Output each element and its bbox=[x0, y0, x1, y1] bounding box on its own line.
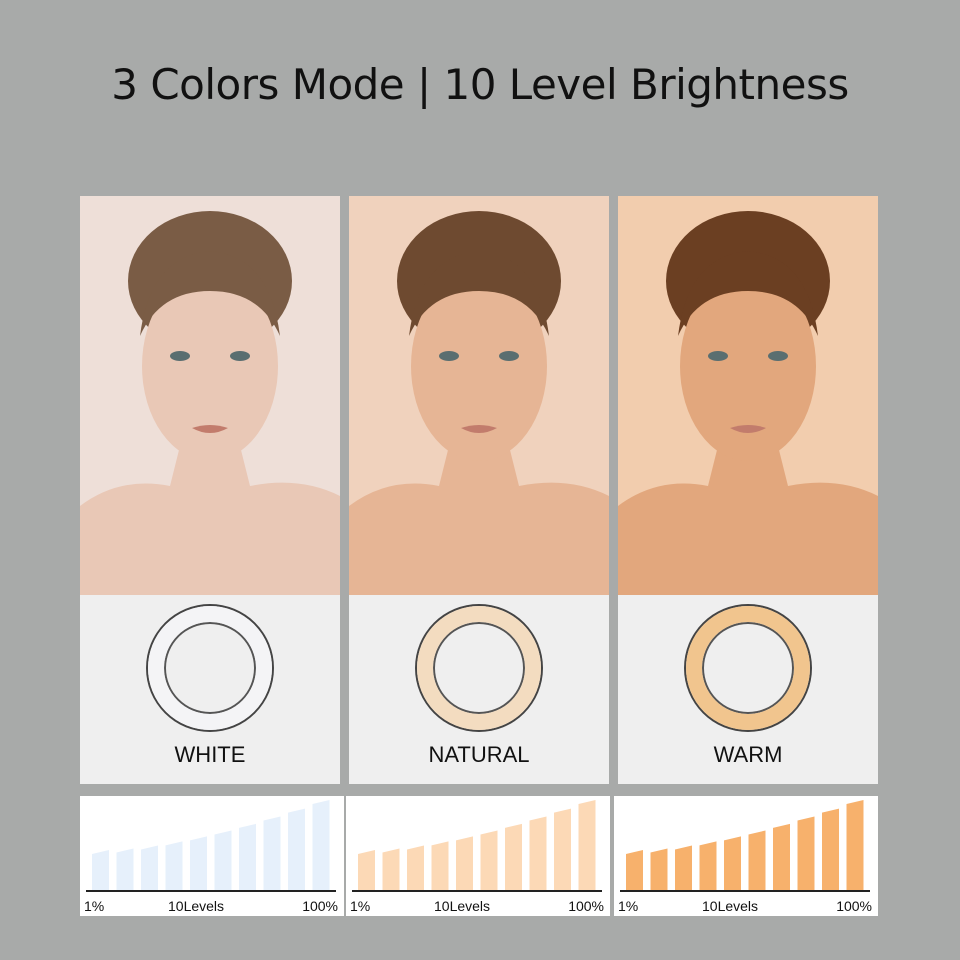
brightness-bar bbox=[797, 816, 815, 890]
brightness-bar bbox=[675, 845, 692, 890]
levels-label: 10Levels bbox=[434, 898, 491, 914]
brightness-chart-1: 1% 10Levels 100% bbox=[346, 796, 610, 916]
brightness-bar bbox=[288, 808, 305, 890]
portrait-photo bbox=[618, 196, 878, 595]
mode-label: NATURAL bbox=[428, 742, 530, 767]
brightness-bar bbox=[214, 830, 232, 890]
brightness-chart-0: 1% 10Levels 100% bbox=[80, 796, 344, 916]
mode-label: WHITE bbox=[174, 742, 246, 767]
brightness-bar bbox=[724, 836, 741, 890]
brightness-bar bbox=[263, 816, 281, 890]
brightness-bar bbox=[626, 850, 643, 890]
brightness-bar bbox=[407, 845, 424, 890]
brightness-bar bbox=[505, 823, 522, 890]
mode-panel-1: NATURAL bbox=[349, 196, 609, 784]
brightness-bar bbox=[358, 850, 375, 890]
portrait-photo bbox=[349, 196, 609, 595]
portrait-photo bbox=[80, 196, 340, 595]
page-title: 3 Colors Mode | 10 Level Brightness bbox=[111, 60, 849, 109]
brightness-bar bbox=[650, 848, 668, 890]
brightness-bar bbox=[456, 836, 473, 890]
mode-panel-2: WARM bbox=[618, 196, 878, 784]
brightness-bar bbox=[92, 850, 109, 890]
max-label: 100% bbox=[302, 898, 338, 914]
brightness-bar bbox=[773, 823, 790, 890]
levels-label: 10Levels bbox=[168, 898, 225, 914]
brightness-bar bbox=[846, 800, 864, 890]
mode-panel-0: WHITE bbox=[80, 196, 340, 784]
brightness-bar bbox=[190, 836, 207, 890]
min-label: 1% bbox=[618, 898, 639, 914]
brightness-bar bbox=[480, 830, 498, 890]
brightness-chart-2: 1% 10Levels 100% bbox=[614, 796, 878, 916]
brightness-bar bbox=[312, 800, 330, 890]
brightness-bar bbox=[578, 800, 596, 890]
brightness-bar bbox=[165, 841, 183, 890]
max-label: 100% bbox=[568, 898, 604, 914]
ring-light-icon bbox=[686, 606, 810, 730]
brightness-bar bbox=[116, 848, 134, 890]
brightness-bar bbox=[699, 841, 717, 890]
brightness-bar bbox=[382, 848, 400, 890]
brightness-bar bbox=[529, 816, 547, 890]
brightness-bar bbox=[748, 830, 766, 890]
brightness-bar bbox=[141, 845, 158, 890]
max-label: 100% bbox=[836, 898, 872, 914]
ring-light-icon bbox=[148, 606, 272, 730]
brightness-bar bbox=[431, 841, 449, 890]
brightness-bar bbox=[554, 808, 571, 890]
ring-light-icon bbox=[417, 606, 541, 730]
min-label: 1% bbox=[350, 898, 371, 914]
levels-label: 10Levels bbox=[702, 898, 759, 914]
min-label: 1% bbox=[84, 898, 105, 914]
mode-label: WARM bbox=[713, 742, 783, 767]
brightness-bar bbox=[822, 808, 839, 890]
brightness-bar bbox=[239, 823, 256, 890]
